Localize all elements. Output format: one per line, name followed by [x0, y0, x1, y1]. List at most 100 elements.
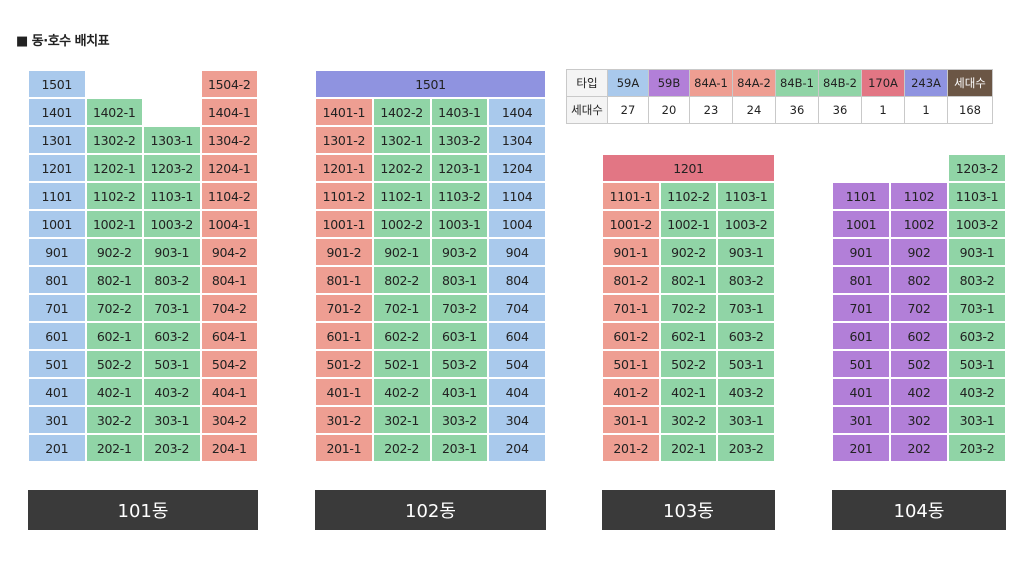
unit-cell: 602-1	[659, 322, 718, 350]
unit-cell: 501	[28, 350, 86, 378]
unit-cell: 201-1	[315, 434, 373, 462]
unit-cell: 703-1	[143, 294, 201, 322]
building-102-chart: 1501 1401-1 1402-2 1403-1 1404 1301-2 1302-1 13…	[315, 70, 546, 462]
unit-cell: 903-1	[143, 238, 201, 266]
unit-cell: 402-2	[372, 378, 431, 406]
unit-cell: 801	[28, 266, 86, 294]
unit-cell: 1102-2	[85, 182, 143, 210]
unit-cell: 503-1	[143, 350, 201, 378]
unit-cell: 1103-1	[948, 182, 1006, 210]
unit-cell: 901-1	[602, 238, 660, 266]
unit-cell: 702-2	[659, 294, 718, 322]
unit-cell: 1404-1	[200, 98, 258, 126]
empty-cell	[143, 70, 201, 98]
unit-cell: 1203-1	[430, 154, 489, 182]
unit-cell: 1003-2	[143, 210, 201, 238]
unit-cell: 503-2	[430, 350, 489, 378]
legend-count-cell: 36	[775, 96, 819, 124]
legend-total-header: 세대수	[947, 69, 993, 97]
unit-cell: 301	[28, 406, 86, 434]
unit-cell: 1003-1	[430, 210, 489, 238]
unit-cell: 502-1	[372, 350, 431, 378]
unit-grid: 1101-1 1102-2 1103-1 1001-2 1002-1 1003-2 901-…	[602, 182, 775, 462]
unit-cell: 903-1	[717, 238, 775, 266]
unit-cell: 401	[832, 378, 890, 406]
unit-cell: 1101	[28, 182, 86, 210]
building-104-chart: 1203-2 1101 1102 1103-1 1001 1002 1003-2 901 902…	[832, 154, 1006, 462]
building-104-label: 104동	[832, 490, 1006, 530]
unit-cell: 604-1	[200, 322, 258, 350]
unit-cell: 402	[890, 378, 948, 406]
unit-cell: 203-1	[430, 434, 489, 462]
empty-cell	[890, 154, 948, 182]
legend-type-header: 타입	[566, 69, 608, 97]
building-103-label: 103동	[602, 490, 775, 530]
unit-cell: 1001	[832, 210, 890, 238]
unit-cell: 603-2	[717, 322, 775, 350]
unit-cell: 504-2	[200, 350, 258, 378]
legend-count-row: 세대수 27 20 23 24 36 36 1 1 168	[566, 96, 993, 124]
unit-grid: 1501 1504-2 1401 1402-1 1404-1 1301 1302-2 1303…	[28, 70, 258, 462]
unit-cell: 803-2	[143, 266, 201, 294]
unit-cell: 703-1	[948, 294, 1006, 322]
unit-cell: 201	[28, 434, 86, 462]
unit-cell: 1001	[28, 210, 86, 238]
unit-cell: 1304-2	[200, 126, 258, 154]
unit-cell: 902-1	[372, 238, 431, 266]
legend-type-cell: 59B	[648, 69, 690, 97]
unit-cell: 703-2	[430, 294, 489, 322]
legend-count-header: 세대수	[566, 96, 608, 124]
building-102-label: 102동	[315, 490, 546, 530]
legend-type-cell: 84A-1	[689, 69, 733, 97]
unit-cell: 804	[488, 266, 546, 294]
unit-cell: 1002-1	[659, 210, 718, 238]
unit-cell: 504	[488, 350, 546, 378]
unit-cell: 203-2	[948, 434, 1006, 462]
legend-type-cell: 59A	[607, 69, 649, 97]
unit-cell: 502-2	[659, 350, 718, 378]
unit-cell: 303-2	[430, 406, 489, 434]
unit-cell: 403-2	[143, 378, 201, 406]
unit-cell: 1401-1	[315, 98, 373, 126]
unit-cell: 401-2	[602, 378, 660, 406]
unit-cell: 302-2	[659, 406, 718, 434]
unit-cell: 303-1	[143, 406, 201, 434]
unit-cell: 802-2	[372, 266, 431, 294]
unit-cell: 202	[890, 434, 948, 462]
legend-type-cell: 84B-2	[818, 69, 862, 97]
unit-cell: 1301	[28, 126, 86, 154]
unit-cell: 202-2	[372, 434, 431, 462]
unit-cell: 903-2	[430, 238, 489, 266]
unit-grid: 1203-2 1101 1102 1103-1 1001 1002 1003-2 901 902…	[832, 154, 1006, 462]
unit-cell: 803-2	[717, 266, 775, 294]
unit-cell-top: 1501	[315, 70, 546, 98]
building-101-chart: 1501 1504-2 1401 1402-1 1404-1 1301 1302-2 1303…	[28, 70, 258, 462]
unit-cell: 501-2	[315, 350, 373, 378]
unit-cell: 1102-1	[372, 182, 431, 210]
unit-cell: 502	[890, 350, 948, 378]
legend-count-cell: 36	[818, 96, 862, 124]
unit-cell: 1303-1	[143, 126, 201, 154]
unit-cell: 1003-2	[717, 210, 775, 238]
unit-cell: 1401	[28, 98, 86, 126]
unit-cell: 301-2	[315, 406, 373, 434]
unit-cell: 402-1	[85, 378, 143, 406]
unit-cell: 404-1	[200, 378, 258, 406]
unit-cell: 1002	[890, 210, 948, 238]
unit-cell: 1101-2	[315, 182, 373, 210]
unit-cell: 1001-1	[315, 210, 373, 238]
unit-cell: 502-2	[85, 350, 143, 378]
building-103-chart: 1201 1101-1 1102-2 1103-1 1001-2 1002-1 1003-2…	[602, 154, 775, 462]
unit-cell: 803-1	[430, 266, 489, 294]
unit-cell: 704	[488, 294, 546, 322]
unit-cell: 203-2	[717, 434, 775, 462]
unit-grid: 1401-1 1402-2 1403-1 1404 1301-2 1302-1 1303-2…	[315, 98, 546, 462]
unit-cell: 202-1	[659, 434, 718, 462]
unit-cell: 401-1	[315, 378, 373, 406]
unit-cell: 901-2	[315, 238, 373, 266]
unit-cell: 403-2	[948, 378, 1006, 406]
legend-count-cell: 1	[904, 96, 948, 124]
type-legend-table: 타입 59A 59B 84A-1 84A-2 84B-1 84B-2 170A …	[566, 69, 993, 124]
unit-cell: 802	[890, 266, 948, 294]
unit-cell: 501-1	[602, 350, 660, 378]
